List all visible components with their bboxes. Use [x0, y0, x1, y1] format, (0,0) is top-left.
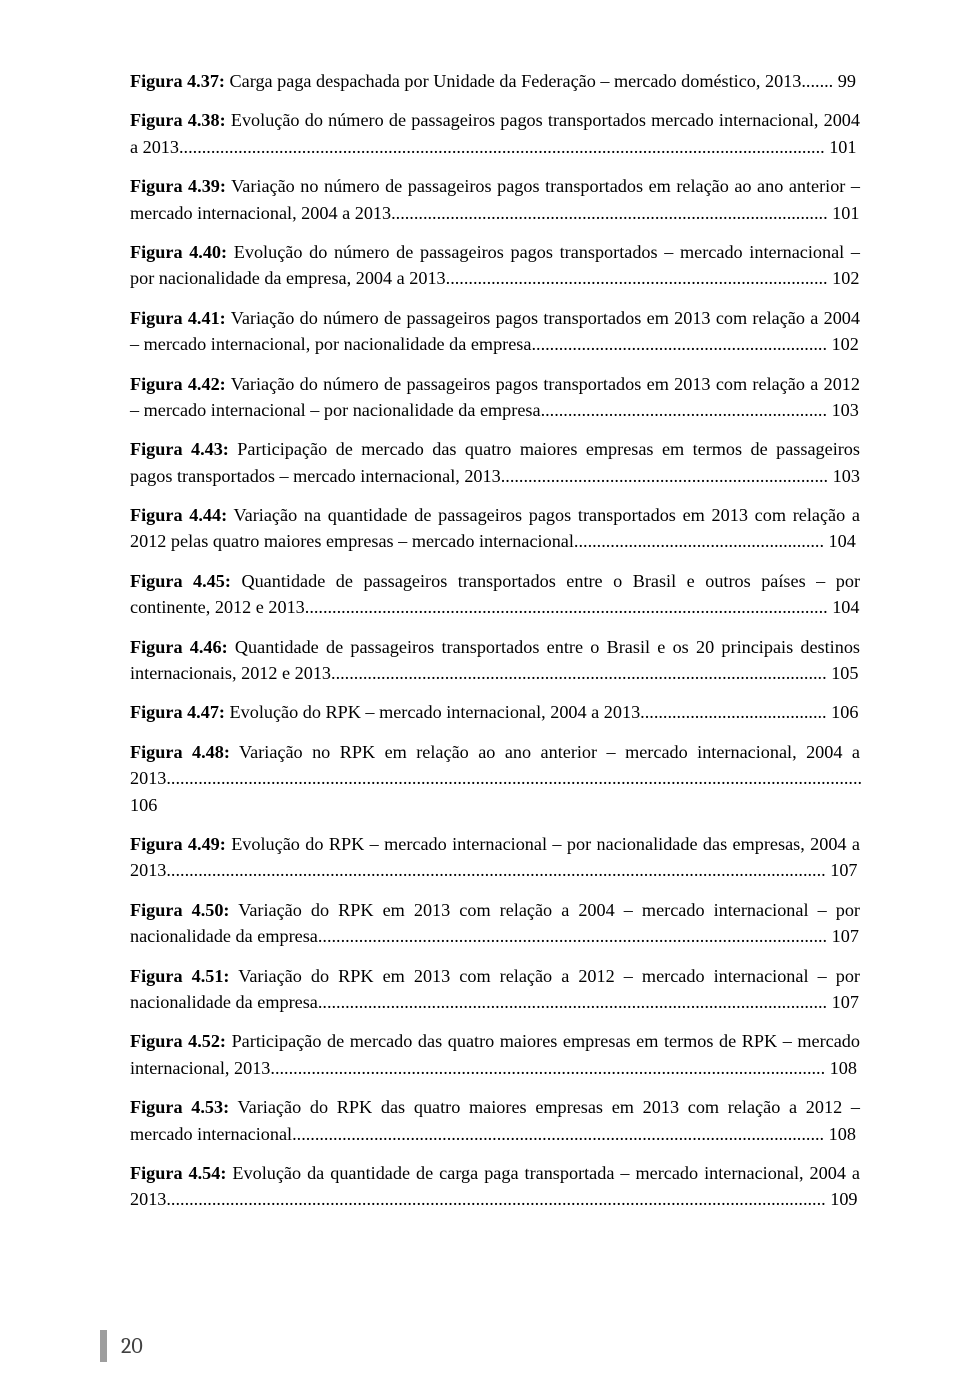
figure-entry: Figura 4.41: Variação do número de passa…	[130, 305, 860, 358]
list-of-figures: Figura 4.37: Carga paga despachada por U…	[130, 68, 860, 1213]
figure-page-number: 101	[828, 203, 860, 223]
dot-leader: ........................................…	[501, 466, 828, 486]
figure-label: Figura 4.42:	[130, 374, 226, 394]
figure-entry: Figura 4.47: Evolução do RPK – mercado i…	[130, 699, 860, 725]
figure-entry: Figura 4.52: Participação de mercado das…	[130, 1028, 860, 1081]
figure-entry: Figura 4.46: Quantidade de passageiros t…	[130, 634, 860, 687]
figure-label: Figura 4.50:	[130, 900, 229, 920]
figure-entry: Figura 4.45: Quantidade de passageiros t…	[130, 568, 860, 621]
figure-page-number: 103	[827, 400, 859, 420]
page-footer: 20	[100, 1330, 143, 1362]
figure-label: Figura 4.52:	[130, 1031, 226, 1051]
dot-leader: ........................................…	[531, 334, 827, 354]
dot-leader: ........................................…	[318, 992, 827, 1012]
figure-label: Figura 4.43:	[130, 439, 229, 459]
figure-entry: Figura 4.40: Evolução do número de passa…	[130, 239, 860, 292]
dot-leader: ........................................…	[574, 531, 824, 551]
figure-page-number: 102	[828, 268, 860, 288]
figure-entry: Figura 4.50: Variação do RPK em 2013 com…	[130, 897, 860, 950]
figure-entry: Figura 4.42: Variação do número de passa…	[130, 371, 860, 424]
figure-label: Figura 4.51:	[130, 966, 229, 986]
dot-leader: ........................................…	[305, 597, 828, 617]
figure-page-number: 108	[824, 1124, 856, 1144]
figure-label: Figura 4.41:	[130, 308, 226, 328]
figure-description: Evolução do RPK – mercado internacional,…	[225, 702, 640, 722]
figure-entry: Figura 4.48: Variação no RPK em relação …	[130, 739, 860, 818]
figure-page-number: 104	[824, 531, 856, 551]
figure-page-number: 99	[833, 71, 856, 91]
dot-leader: ........................................…	[391, 203, 828, 223]
dot-leader: .......	[801, 71, 833, 91]
figure-label: Figura 4.48:	[130, 742, 230, 762]
dot-leader: ........................................…	[446, 268, 828, 288]
figure-entry: Figura 4.44: Variação na quantidade de p…	[130, 502, 860, 555]
figure-entry: Figura 4.54: Evolução da quantidade de c…	[130, 1160, 860, 1213]
figure-label: Figura 4.40:	[130, 242, 227, 262]
figure-page-number: 107	[827, 992, 859, 1012]
figure-entry: Figura 4.39: Variação no número de passa…	[130, 173, 860, 226]
dot-leader: ........................................…	[292, 1124, 824, 1144]
figure-description: Carga paga despachada por Unidade da Fed…	[225, 71, 801, 91]
figure-label: Figura 4.45:	[130, 571, 231, 591]
figure-page-number: 106	[827, 702, 859, 722]
figure-page-number: 105	[827, 663, 859, 683]
figure-label: Figura 4.49:	[130, 834, 226, 854]
footer-bar-icon	[100, 1330, 107, 1362]
figure-entry: Figura 4.51: Variação do RPK em 2013 com…	[130, 963, 860, 1016]
dot-leader: ........................................…	[640, 702, 826, 722]
figure-page-number: 107	[827, 926, 859, 946]
figure-page-number: 108	[825, 1058, 857, 1078]
figure-page-number: 104	[828, 597, 860, 617]
figure-label: Figura 4.39:	[130, 176, 226, 196]
figure-label: Figura 4.38:	[130, 110, 226, 130]
dot-leader: ........................................…	[166, 768, 862, 788]
dot-leader: ........................................…	[331, 663, 827, 683]
figure-page-number: 107	[826, 860, 858, 880]
figure-page-number: 109	[826, 1189, 858, 1209]
figure-label: Figura 4.46:	[130, 637, 228, 657]
figure-label: Figura 4.53:	[130, 1097, 229, 1117]
figure-page-number: 103	[828, 466, 860, 486]
dot-leader: ........................................…	[541, 400, 827, 420]
figure-page-number: 102	[827, 334, 859, 354]
figure-entry: Figura 4.37: Carga paga despachada por U…	[130, 68, 860, 94]
figure-page-number: 101	[825, 137, 857, 157]
dot-leader: ........................................…	[166, 860, 825, 880]
dot-leader: ........................................…	[318, 926, 827, 946]
page-number: 20	[121, 1333, 143, 1359]
figure-label: Figura 4.47:	[130, 702, 225, 722]
dot-leader: ........................................…	[270, 1058, 825, 1078]
figure-label: Figura 4.54:	[130, 1163, 226, 1183]
figure-entry: Figura 4.38: Evolução do número de passa…	[130, 107, 860, 160]
figure-entry: Figura 4.53: Variação do RPK das quatro …	[130, 1094, 860, 1147]
figure-label: Figura 4.37:	[130, 71, 225, 91]
figure-entry: Figura 4.49: Evolução do RPK – mercado i…	[130, 831, 860, 884]
figure-label: Figura 4.44:	[130, 505, 227, 525]
figure-page-number: 106	[130, 795, 157, 815]
dot-leader: ........................................…	[166, 1189, 825, 1209]
figure-entry: Figura 4.43: Participação de mercado das…	[130, 436, 860, 489]
dot-leader: ........................................…	[179, 137, 825, 157]
